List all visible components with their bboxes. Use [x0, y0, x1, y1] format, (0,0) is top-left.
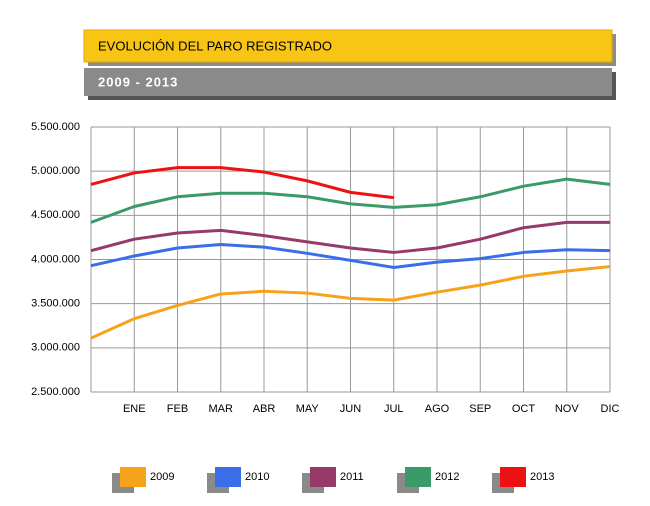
title-bar	[83, 29, 613, 63]
series-line	[90, 220, 610, 254]
y-tick-label: 3.500.000	[31, 298, 80, 310]
legend-swatch	[405, 467, 431, 487]
legend-swatch	[215, 467, 241, 487]
x-tick-label: DIC	[601, 403, 620, 415]
subtitle-bar	[84, 68, 612, 96]
series-line	[90, 265, 611, 340]
series-line	[90, 166, 394, 200]
y-tick-label: 4.000.000	[31, 253, 80, 265]
x-tick-label: JUN	[340, 403, 361, 415]
y-tick-label: 3.000.000	[31, 342, 80, 354]
series-line	[90, 177, 611, 224]
y-tick-label: 5.000.000	[31, 165, 80, 177]
legend-label: 2013	[530, 471, 554, 483]
legend-swatch	[120, 467, 146, 487]
x-tick-label: SEP	[469, 403, 491, 415]
legend-swatch	[310, 467, 336, 487]
y-tick-label: 5.500.000	[31, 121, 80, 133]
legend-label: 2012	[435, 471, 459, 483]
x-tick-label: JUL	[384, 403, 404, 415]
legend-label: 2010	[245, 471, 269, 483]
x-tick-label: OCT	[512, 403, 536, 415]
x-tick-label: ENE	[123, 403, 146, 415]
chart-subtitle: 2009 - 2013	[98, 74, 178, 89]
x-tick-label: NOV	[555, 403, 580, 415]
x-tick-label: AGO	[425, 403, 450, 415]
y-tick-label: 4.500.000	[31, 209, 80, 221]
series-line	[90, 242, 611, 269]
chart-title: EVOLUCIÓN DEL PARO REGISTRADO	[98, 38, 332, 53]
x-tick-label: FEB	[167, 403, 188, 415]
y-tick-label: 2.500.000	[31, 386, 80, 398]
x-tick-label: ABR	[253, 403, 276, 415]
legend-label: 2009	[150, 471, 174, 483]
x-tick-label: MAY	[296, 403, 320, 415]
legend-swatch	[500, 467, 526, 487]
x-tick-label: MAR	[209, 403, 234, 415]
legend-label: 2011	[340, 471, 364, 483]
